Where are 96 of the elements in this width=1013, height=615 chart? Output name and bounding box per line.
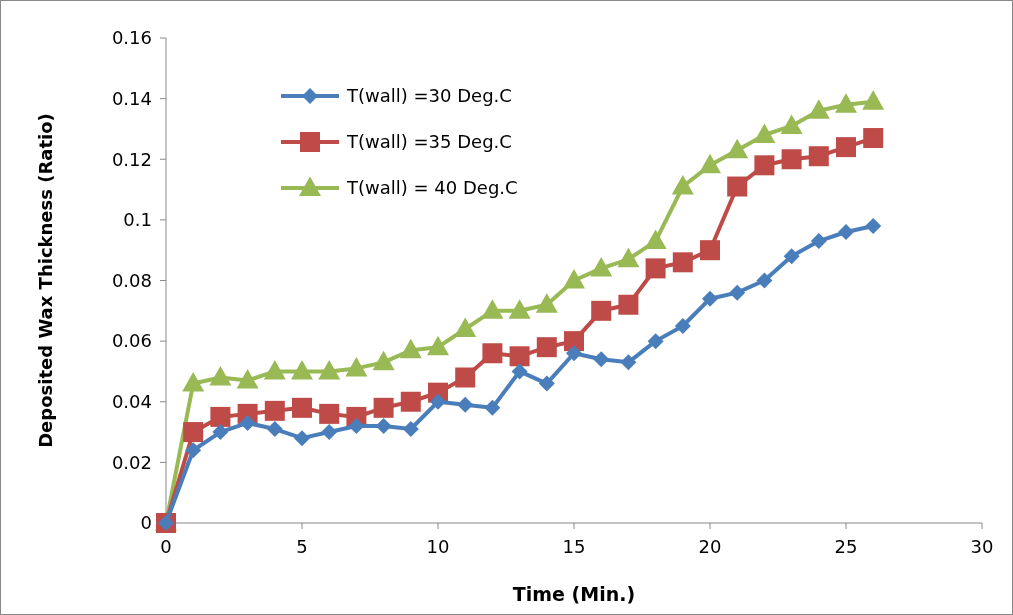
point — [402, 421, 419, 438]
point — [808, 146, 829, 167]
point — [645, 258, 666, 279]
legend-label: T(wall) =35 Deg.C — [346, 131, 512, 153]
point — [292, 397, 312, 418]
point — [400, 391, 421, 412]
point — [564, 331, 584, 352]
y-tick-label: 0.08 — [111, 269, 152, 291]
x-tick-label: 0 — [160, 536, 172, 557]
point — [182, 372, 205, 392]
x-tick-label: 5 — [296, 536, 308, 557]
point — [209, 366, 232, 386]
point — [617, 247, 640, 268]
point — [536, 337, 557, 358]
point — [430, 393, 446, 410]
point — [399, 338, 422, 359]
point — [729, 284, 746, 301]
point — [481, 299, 504, 319]
point — [781, 149, 802, 170]
point — [590, 256, 613, 277]
point — [457, 396, 474, 413]
y-tick-label: 0 — [140, 512, 152, 534]
x-tick-label: 30 — [970, 536, 994, 557]
x-tick-label: 10 — [426, 536, 450, 557]
point — [239, 414, 256, 431]
point — [672, 252, 693, 273]
point — [319, 403, 340, 424]
point — [372, 350, 395, 371]
point — [674, 317, 691, 334]
y-tick-label: 0.14 — [111, 87, 152, 109]
point — [345, 356, 368, 377]
point — [836, 137, 856, 158]
y-tick-label: 0.12 — [111, 148, 152, 170]
x-tick-label: 25 — [834, 536, 858, 557]
point — [865, 217, 882, 234]
x-tick-label: 15 — [562, 536, 586, 557]
x-axis-title: Time (Min.) — [512, 583, 636, 605]
point — [753, 123, 776, 143]
point — [702, 290, 718, 307]
point — [699, 153, 721, 174]
point — [783, 248, 800, 265]
x-tick-label: 20 — [698, 536, 722, 557]
y-tick-label: 0.1 — [123, 209, 152, 231]
point — [591, 300, 612, 321]
point — [754, 155, 775, 176]
point — [266, 421, 283, 438]
point — [482, 343, 503, 364]
point — [780, 114, 803, 134]
point — [318, 359, 341, 380]
point — [644, 229, 667, 250]
point — [835, 93, 857, 113]
point — [511, 363, 528, 380]
y-axis-title: Deposited Wax Thickness (Ratio) — [35, 113, 56, 448]
point — [348, 418, 365, 434]
point — [294, 430, 310, 447]
y-tick-label: 0.04 — [111, 391, 152, 413]
point — [427, 335, 449, 356]
point — [375, 418, 392, 434]
point — [509, 346, 530, 367]
point — [263, 359, 286, 380]
legend-label: T(wall) =30 Deg.C — [346, 85, 512, 107]
point — [455, 367, 476, 388]
point — [538, 375, 555, 392]
point — [863, 128, 884, 149]
point — [618, 294, 639, 315]
point — [454, 317, 477, 337]
point — [862, 90, 885, 110]
point — [484, 399, 501, 416]
point — [838, 224, 854, 240]
point — [700, 240, 720, 261]
point — [620, 354, 637, 371]
point — [810, 233, 827, 250]
point — [726, 138, 749, 159]
point — [593, 351, 610, 368]
point — [185, 442, 202, 459]
point — [563, 269, 585, 289]
point — [647, 333, 664, 350]
point — [236, 369, 259, 389]
point — [212, 424, 229, 441]
point — [508, 299, 531, 319]
point — [671, 175, 694, 195]
point — [566, 345, 582, 362]
point — [183, 422, 204, 443]
point — [535, 293, 558, 313]
point — [727, 176, 748, 197]
point — [264, 400, 285, 421]
point — [291, 359, 313, 380]
y-tick-label: 0.02 — [111, 451, 152, 473]
point — [373, 397, 394, 418]
point — [210, 406, 231, 427]
legend-label: T(wall) = 40 Deg.C — [346, 177, 518, 199]
point — [321, 424, 338, 441]
point — [807, 99, 830, 119]
y-tick-label: 0.06 — [111, 330, 152, 352]
point — [756, 272, 773, 289]
y-tick-label: 0.16 — [111, 27, 152, 49]
